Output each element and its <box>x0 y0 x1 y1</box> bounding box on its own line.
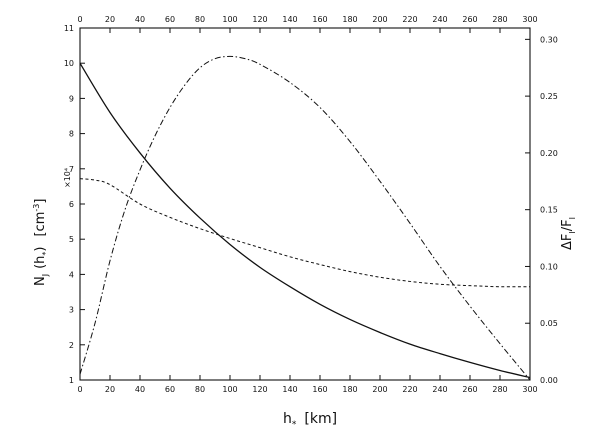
x-tick-label-top: 20 <box>105 15 115 24</box>
y-left-tick-label: 3 <box>69 306 74 315</box>
x-tick-label-bottom: 100 <box>222 385 237 394</box>
y-right-tick-label: 0.25 <box>540 92 558 101</box>
y-right-title-slash: /F <box>560 219 575 231</box>
x-tick-label-top: 120 <box>252 15 267 24</box>
y-left-axis-title: NJ (h*) [cm-3] <box>32 199 50 286</box>
x-axis-title: h* [km] <box>283 411 337 430</box>
plot-border <box>79 27 531 381</box>
y-left-tick-label: 4 <box>69 270 74 279</box>
x-tick-label-top: 60 <box>165 15 175 24</box>
x-tick-label-bottom: 20 <box>105 385 115 394</box>
y-axis-right: 0.00 0.05 0.10 0.15 0.20 0.25 0.30 <box>525 35 558 385</box>
x-tick-label-bottom: 60 <box>165 385 175 394</box>
x-tick-label-bottom: 220 <box>402 385 417 394</box>
y-right-tick-label: 0.10 <box>540 262 558 271</box>
y-left-tick-label: 11 <box>64 24 74 33</box>
x-tick-label-top: 180 <box>342 15 357 24</box>
y-left-title-unit: [cm <box>33 212 48 237</box>
series-group <box>79 55 531 381</box>
plot-frame <box>79 27 531 381</box>
y-left-tick-label: 1 <box>69 376 74 385</box>
x-axis-title-main: h <box>283 411 292 427</box>
x-tick-label-top: 240 <box>432 15 447 24</box>
x-tick-label-top: 140 <box>282 15 297 24</box>
series-line-solid <box>79 62 531 379</box>
x-tick-label-top: 160 <box>312 15 327 24</box>
y-right-title-sub1: I <box>568 231 577 233</box>
x-axis-top: 0 20 40 60 80 100 120 140 160 180 200 220 240 260 280 3… <box>77 15 538 33</box>
y-right-tick-label: 0.15 <box>540 206 558 215</box>
x-tick-label-top: 200 <box>372 15 387 24</box>
x-tick-label-bottom: 160 <box>312 385 327 394</box>
y-right-title-main: ΔF <box>560 234 575 250</box>
y-left-tick-label: 2 <box>69 341 74 350</box>
x-tick-label-top: 300 <box>522 15 537 24</box>
series-line-dashed <box>79 178 531 288</box>
y-left-title-paren: (h <box>33 256 48 269</box>
y-right-axis-title: ΔFI/FI <box>560 217 577 250</box>
y-left-title-main: N <box>33 276 48 286</box>
x-tick-label-top: 280 <box>492 15 507 24</box>
x-tick-label-bottom: 300 <box>522 385 537 394</box>
y-left-title-exp: -3 <box>32 204 41 212</box>
x-tick-label-bottom: 280 <box>492 385 507 394</box>
x-tick-label-bottom: 140 <box>282 385 297 394</box>
x-tick-label-bottom: 200 <box>372 385 387 394</box>
y-right-tick-label: 0.00 <box>540 376 558 385</box>
x-tick-label-bottom: 80 <box>195 385 205 394</box>
y-left-tick-label: 6 <box>69 200 74 209</box>
x-tick-label-top: 40 <box>135 15 145 24</box>
x-axis-title-sub: * <box>292 420 297 430</box>
y-left-tick-label: 8 <box>69 130 74 139</box>
x-tick-label-top: 220 <box>402 15 417 24</box>
x-tick-label-bottom: 120 <box>252 385 267 394</box>
y-left-tick-label: 9 <box>69 94 74 103</box>
y-left-title-close: ) <box>33 247 48 252</box>
y-left-tick-label: 10 <box>64 59 74 68</box>
x-tick-label-bottom: 260 <box>462 385 477 394</box>
x-axis-bottom: 0 20 40 60 80 100 120 140 160 180 200 220 240 260 280 3… <box>77 375 538 394</box>
y-right-tick-label: 0.30 <box>540 35 558 44</box>
x-tick-label-bottom: 0 <box>77 385 82 394</box>
x-tick-label-top: 80 <box>195 15 205 24</box>
x-tick-label-bottom: 40 <box>135 385 145 394</box>
y-right-tick-label: 0.20 <box>540 149 558 158</box>
x-tick-label-bottom: 240 <box>432 385 447 394</box>
y-right-tick-label: 0.05 <box>540 319 558 328</box>
x-axis-title-unit: [km] <box>304 411 337 427</box>
y-right-title-sub2: I <box>568 217 577 219</box>
y-left-title-sub: J <box>41 274 50 277</box>
x-tick-label-bottom: 180 <box>342 385 357 394</box>
y-left-tick-label: 5 <box>69 235 74 244</box>
y-left-title-paren-sub: * <box>41 252 50 256</box>
y-left-scale: ×10⁴ <box>63 168 72 188</box>
x-tick-label-top: 260 <box>462 15 477 24</box>
series-line-dash-dot <box>79 55 531 381</box>
x-tick-label-top: 0 <box>77 15 82 24</box>
y-axis-left: 1 2 3 4 5 6 7 8 9 10 11 <box>64 24 85 385</box>
y-left-tick-label: 7 <box>69 165 74 174</box>
x-tick-label-top: 100 <box>222 15 237 24</box>
y-left-title-unit-close: ] <box>33 199 48 204</box>
